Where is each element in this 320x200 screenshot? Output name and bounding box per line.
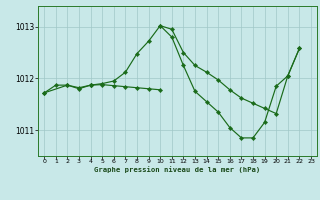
X-axis label: Graphe pression niveau de la mer (hPa): Graphe pression niveau de la mer (hPa) <box>94 166 261 173</box>
